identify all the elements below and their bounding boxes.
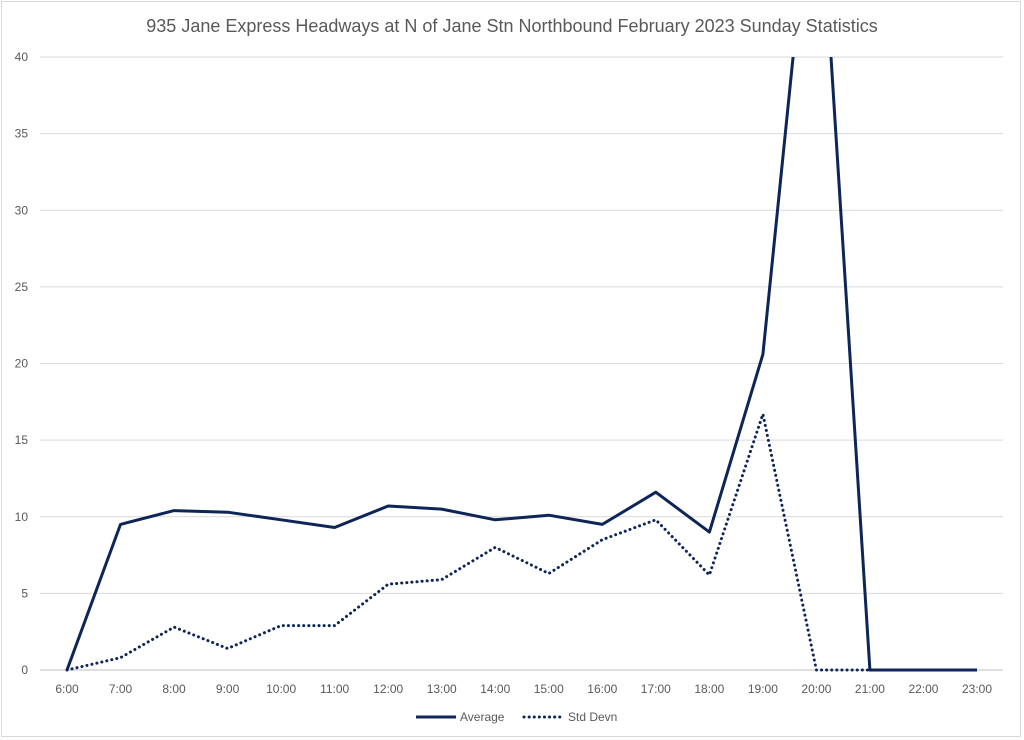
y-tick-label: 10 bbox=[15, 510, 29, 524]
y-tick-label: 15 bbox=[15, 433, 29, 447]
x-tick-label: 14:00 bbox=[480, 682, 510, 696]
x-tick-label: 16:00 bbox=[587, 682, 617, 696]
x-tick-label: 21:00 bbox=[855, 682, 885, 696]
x-tick-label: 19:00 bbox=[748, 682, 778, 696]
legend-label: Std Devn bbox=[568, 710, 617, 724]
x-tick-label: 11:00 bbox=[320, 682, 349, 696]
series-line-std-devn bbox=[65, 412, 872, 672]
x-tick-label: 22:00 bbox=[908, 682, 938, 696]
x-tick-label: 15:00 bbox=[534, 682, 564, 696]
legend-label: Average bbox=[460, 710, 505, 724]
x-tick-label: 17:00 bbox=[641, 682, 671, 696]
x-tick-label: 6:00 bbox=[55, 682, 79, 696]
x-tick-label: 18:00 bbox=[694, 682, 724, 696]
y-tick-label: 25 bbox=[15, 280, 29, 294]
y-tick-label: 5 bbox=[21, 586, 28, 600]
y-tick-label: 35 bbox=[15, 127, 29, 141]
x-tick-label: 13:00 bbox=[427, 682, 457, 696]
chart-title: 935 Jane Express Headways at N of Jane S… bbox=[146, 16, 878, 36]
y-tick-label: 20 bbox=[15, 357, 29, 371]
x-tick-label: 23:00 bbox=[962, 682, 992, 696]
x-tick-label: 7:00 bbox=[109, 682, 133, 696]
x-tick-label: 10:00 bbox=[266, 682, 296, 696]
y-tick-label: 0 bbox=[21, 663, 28, 677]
x-tick-label: 20:00 bbox=[801, 682, 831, 696]
series-line-average bbox=[65, 57, 977, 672]
x-tick-label: 8:00 bbox=[162, 682, 186, 696]
x-tick-label: 12:00 bbox=[373, 682, 403, 696]
x-tick-label: 9:00 bbox=[216, 682, 240, 696]
y-tick-label: 30 bbox=[15, 203, 29, 217]
y-tick-label: 40 bbox=[15, 50, 29, 64]
